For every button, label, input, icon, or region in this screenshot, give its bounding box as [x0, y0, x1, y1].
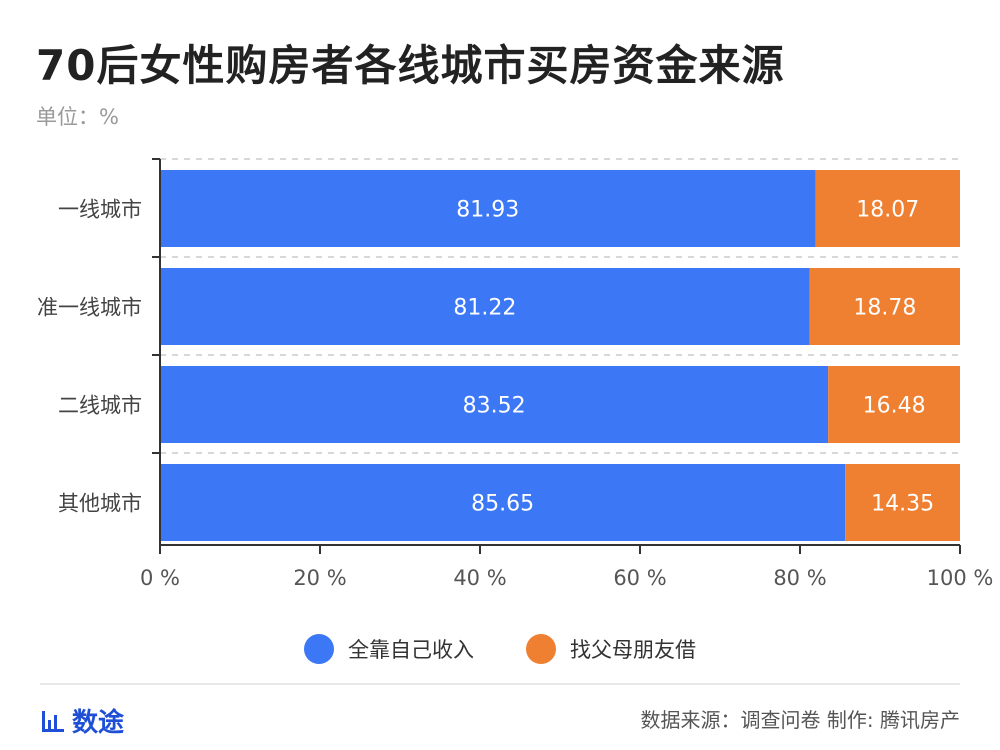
legend-swatch-family	[526, 634, 556, 664]
chart-title: 70后女性购房者各线城市买房资金来源	[36, 41, 785, 90]
category-label: 二线城市	[58, 394, 142, 418]
bar-family	[815, 170, 960, 247]
data-label: 18.07	[856, 198, 919, 223]
data-label: 16.48	[863, 394, 926, 419]
source-note: 数据来源：调查问卷 制作: 腾讯房产	[640, 708, 960, 732]
data-label: 85.65	[471, 492, 534, 517]
x-tick-label: 0 %	[140, 566, 180, 590]
brand-name: 数途	[72, 708, 125, 738]
brand-logo: 数途	[40, 702, 124, 739]
legend-label-self: 全靠自己收入	[348, 638, 474, 662]
data-label: 83.52	[463, 394, 526, 419]
data-label: 81.93	[456, 198, 519, 223]
legend-label-family: 找父母朋友借	[570, 638, 696, 662]
footer-divider	[40, 683, 960, 685]
bar-family	[828, 366, 960, 443]
x-tick-label: 60 %	[613, 566, 666, 590]
unit-label: 单位：%	[36, 105, 119, 129]
bar-self	[160, 268, 810, 345]
x-tick-label: 20 %	[293, 566, 346, 590]
x-tick-label: 80 %	[773, 566, 826, 590]
bar-chart-icon	[42, 710, 64, 732]
legend-swatch-self	[304, 634, 334, 664]
legend-item-self[interactable]: 全靠自己收入	[304, 634, 474, 664]
bar-self	[160, 170, 816, 247]
x-tick-label: 100 %	[927, 566, 994, 590]
bar-self	[160, 464, 846, 541]
legend: 全靠自己收入 找父母朋友借	[0, 634, 1000, 664]
category-label: 一线城市	[58, 198, 142, 222]
stacked-bar-chart: 81.93 18.07 一线城市 81.22 18.78 准一线城市 83.52 16.48 二…	[37, 158, 994, 590]
legend-item-family[interactable]: 找父母朋友借	[526, 634, 696, 664]
data-label: 14.35	[871, 492, 934, 517]
data-label: 81.22	[453, 296, 516, 321]
x-tick-label: 40 %	[453, 566, 506, 590]
category-label: 准一线城市	[37, 296, 142, 320]
category-label: 其他城市	[58, 492, 142, 516]
bar-self	[160, 366, 829, 443]
bar-family	[809, 268, 960, 345]
data-label: 18.78	[853, 296, 916, 321]
bar-family	[845, 464, 960, 541]
